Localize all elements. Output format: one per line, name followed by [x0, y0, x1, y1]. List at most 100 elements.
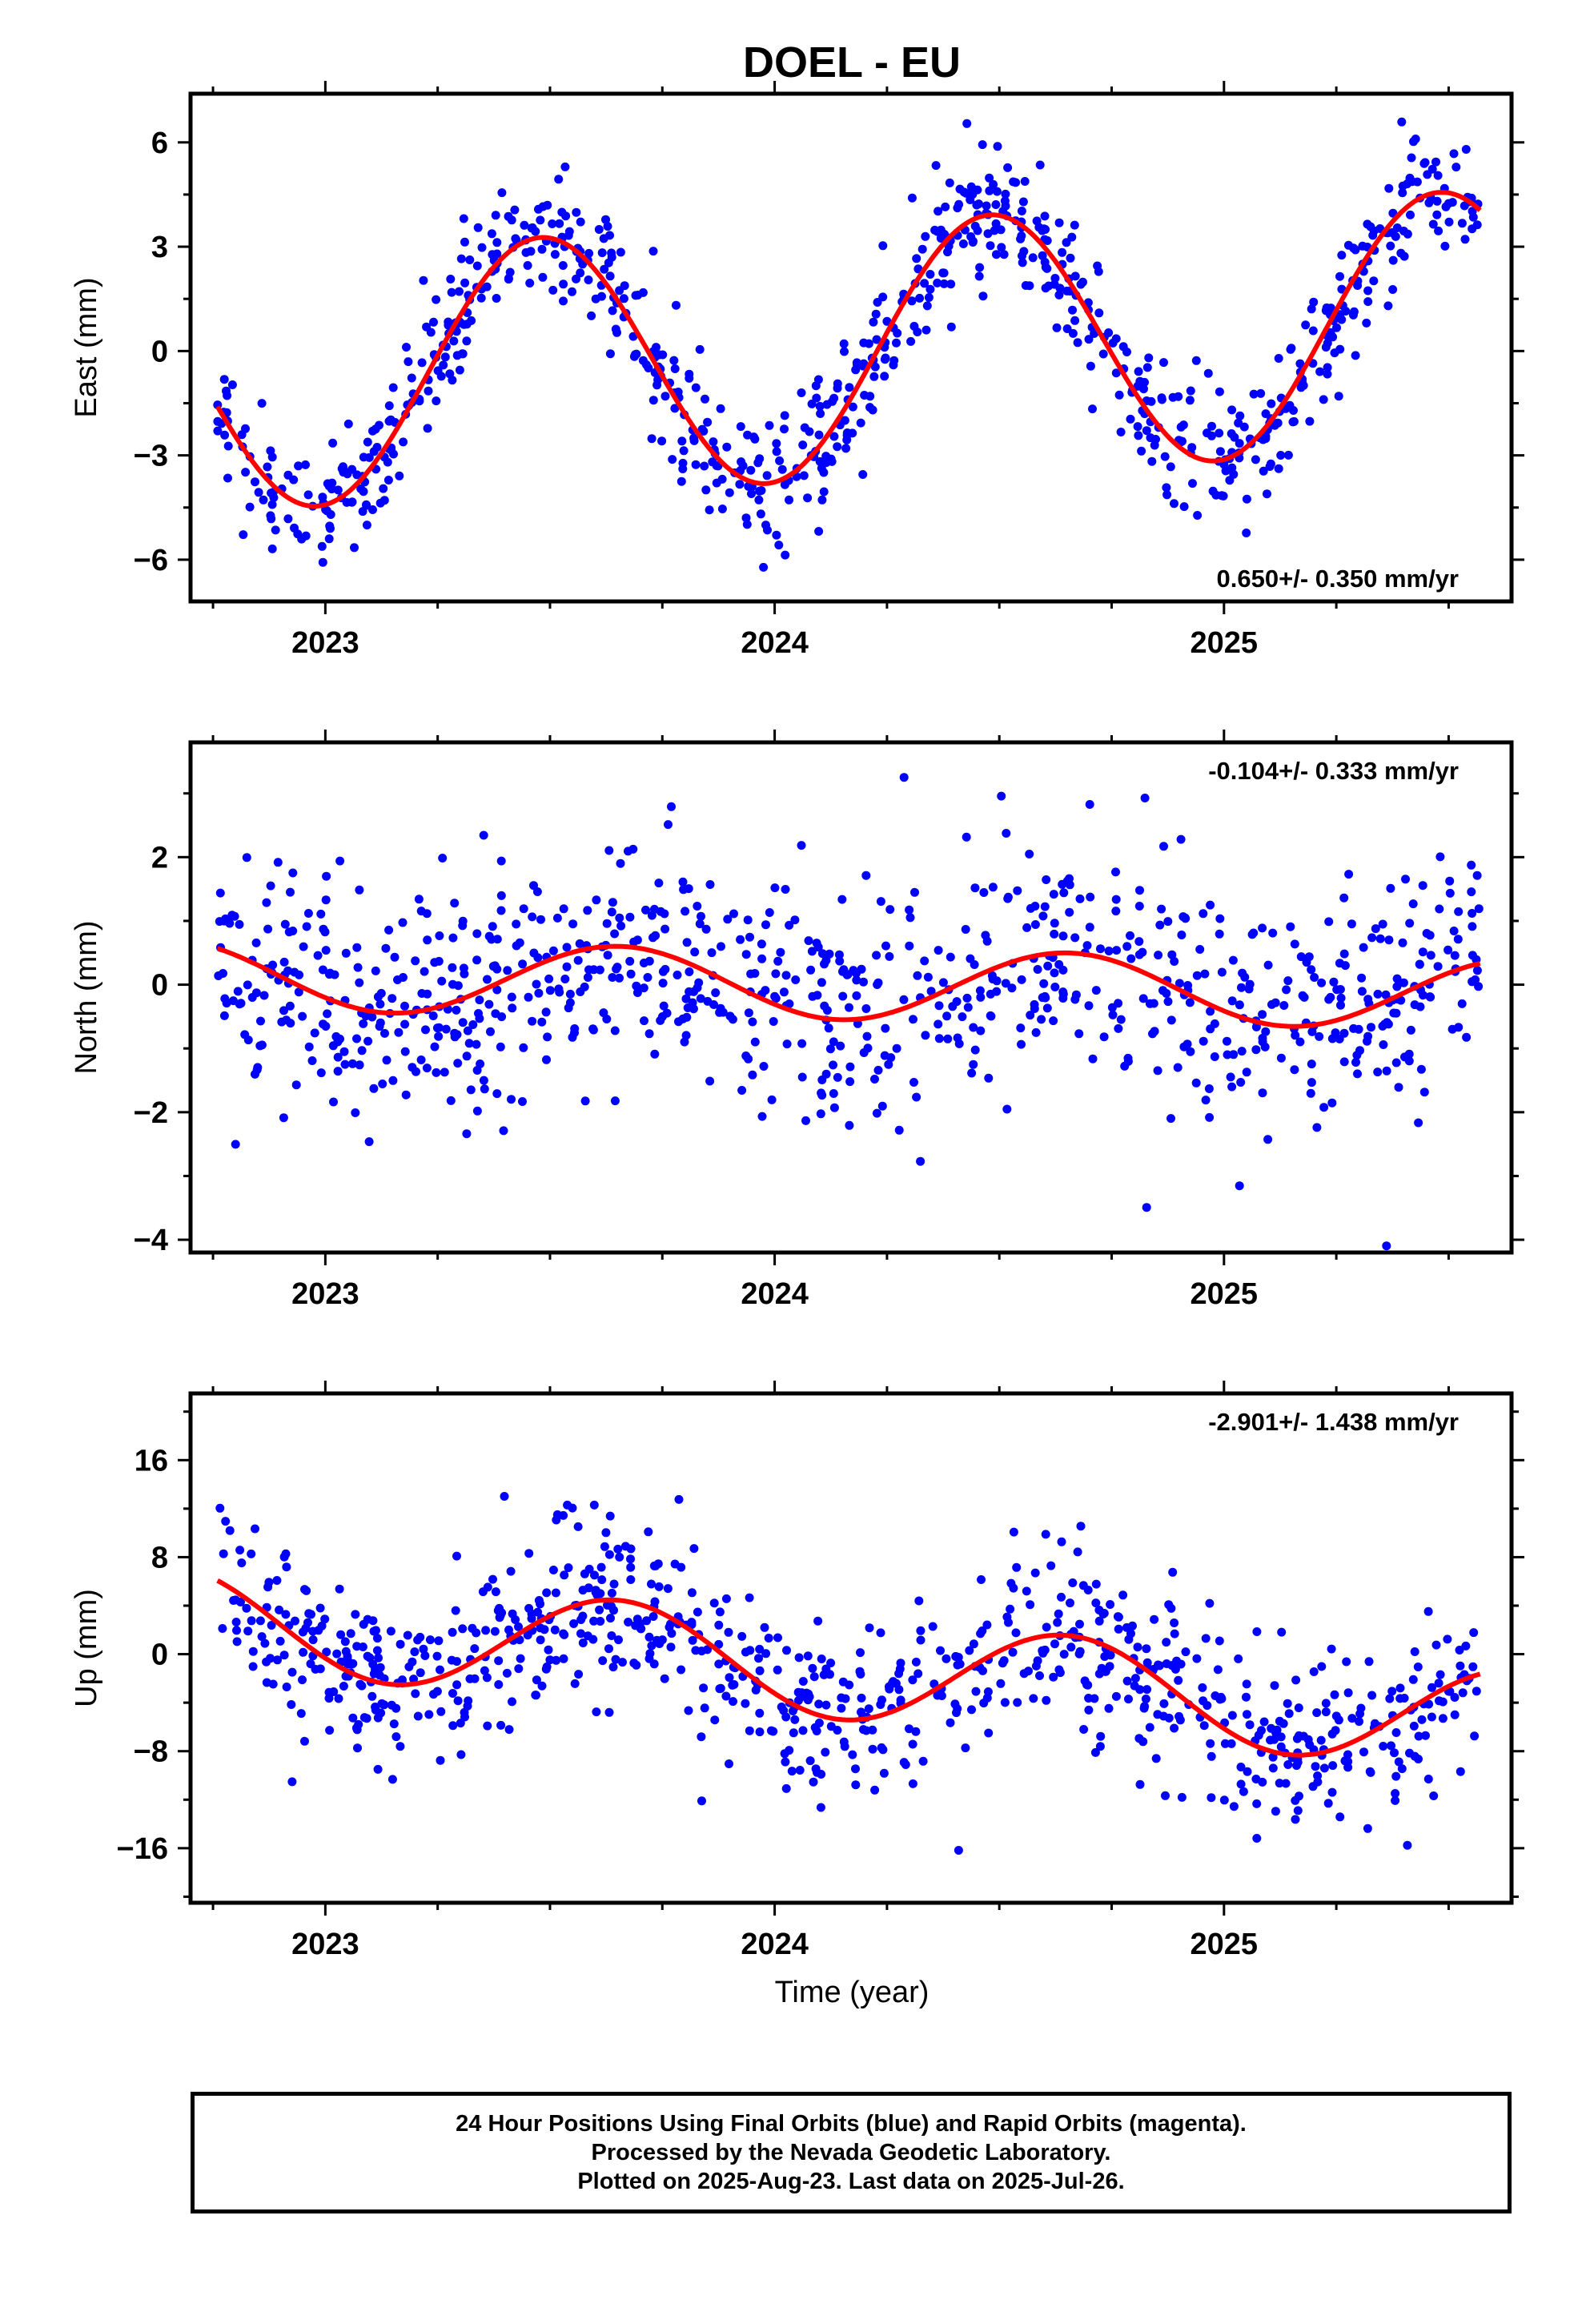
data-point	[881, 941, 890, 951]
data-point	[759, 562, 769, 572]
data-point	[455, 365, 464, 375]
data-point	[821, 955, 831, 965]
data-point	[1367, 933, 1377, 943]
data-point	[765, 420, 774, 430]
data-point	[503, 966, 512, 975]
x-axis-label: Time (year)	[775, 1976, 930, 2009]
data-point	[1383, 1019, 1393, 1029]
data-point	[537, 1017, 547, 1027]
data-point	[578, 1611, 588, 1621]
data-point	[1134, 902, 1144, 911]
data-point	[298, 1675, 307, 1685]
data-point	[1207, 421, 1216, 431]
data-point	[1134, 950, 1144, 959]
data-point	[1162, 490, 1172, 500]
data-point	[714, 1620, 724, 1630]
data-point	[742, 520, 752, 529]
data-point	[615, 913, 624, 923]
data-point	[537, 1681, 547, 1691]
data-point	[876, 1700, 885, 1709]
data-point	[480, 1666, 489, 1675]
data-point	[1270, 1735, 1279, 1744]
data-point	[755, 1666, 765, 1675]
data-point	[606, 1614, 615, 1623]
data-point	[878, 241, 888, 251]
data-point	[1159, 842, 1168, 851]
data-point	[256, 1016, 265, 1026]
data-point	[785, 920, 794, 930]
data-point	[235, 919, 244, 929]
y-tick-label: 6	[151, 127, 168, 160]
data-point	[304, 1609, 314, 1618]
data-point	[316, 909, 326, 919]
data-point	[400, 1019, 410, 1029]
data-point	[632, 988, 642, 997]
data-point	[1268, 1752, 1278, 1762]
data-point	[891, 1679, 901, 1688]
data-point	[1161, 1791, 1170, 1800]
data-point	[1307, 1027, 1317, 1036]
data-point	[1276, 1053, 1286, 1063]
data-point	[612, 963, 622, 972]
data-point	[1192, 1654, 1202, 1663]
data-point	[899, 995, 909, 1004]
data-point	[1291, 1031, 1300, 1040]
data-point	[1391, 1058, 1401, 1068]
data-point	[1022, 1586, 1031, 1596]
data-point	[447, 287, 456, 297]
data-point	[514, 1622, 523, 1631]
data-point	[574, 1670, 584, 1679]
data-point	[776, 947, 785, 957]
data-point	[247, 1616, 256, 1626]
data-point	[921, 1031, 930, 1040]
data-point	[922, 301, 932, 311]
data-point	[437, 976, 447, 986]
data-point	[576, 217, 585, 227]
data-point	[946, 279, 956, 289]
data-point	[1011, 1628, 1021, 1638]
data-point	[939, 268, 949, 278]
data-point	[1235, 1181, 1244, 1191]
data-point	[654, 1582, 664, 1591]
data-point	[524, 1549, 534, 1558]
data-point	[340, 1637, 350, 1647]
data-point	[1111, 334, 1121, 344]
data-point	[1028, 253, 1038, 263]
data-point	[1140, 1702, 1150, 1711]
data-point	[1037, 1015, 1046, 1024]
data-point	[396, 1742, 405, 1751]
data-point	[648, 247, 658, 256]
data-point	[1067, 232, 1077, 242]
data-point	[1030, 1568, 1040, 1578]
data-point	[632, 935, 642, 945]
data-point	[1075, 1619, 1084, 1629]
data-point	[912, 254, 921, 263]
data-point	[1094, 308, 1104, 318]
data-point	[1307, 304, 1316, 314]
data-point	[781, 1757, 790, 1767]
data-point	[429, 317, 438, 327]
data-point	[1343, 240, 1353, 250]
data-point	[1154, 951, 1163, 960]
data-point	[997, 791, 1006, 801]
data-point	[1396, 248, 1406, 258]
data-point	[946, 952, 955, 962]
info-line-3: Plotted on 2025-Aug-23. Last data on 202…	[577, 2169, 1125, 2194]
data-point	[491, 1009, 500, 1019]
data-point	[773, 1665, 782, 1675]
data-point	[1038, 911, 1048, 921]
data-point	[1162, 483, 1171, 493]
data-point	[1207, 1793, 1216, 1803]
data-point	[1086, 361, 1095, 371]
data-point	[1080, 1676, 1090, 1686]
data-point	[879, 1768, 889, 1778]
data-point	[475, 995, 484, 1005]
data-point	[1471, 975, 1480, 984]
data-point	[432, 1068, 441, 1077]
data-point	[1203, 368, 1213, 378]
data-point	[777, 1703, 786, 1711]
data-point	[741, 950, 751, 959]
data-point	[804, 936, 813, 946]
data-point	[1408, 899, 1418, 909]
data-point	[1418, 881, 1427, 891]
